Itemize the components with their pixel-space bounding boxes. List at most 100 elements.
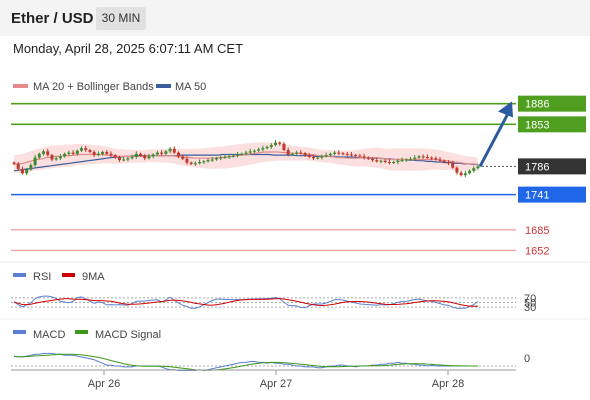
candle-body xyxy=(122,159,126,161)
candle-body xyxy=(328,153,332,156)
candle-body xyxy=(362,156,366,158)
candle-body xyxy=(155,152,159,155)
candle-body xyxy=(16,163,20,169)
candle-body xyxy=(67,152,71,154)
legend-macd-swatch xyxy=(13,330,26,334)
rsi-level-label-30: 30 xyxy=(524,302,536,314)
candle-body xyxy=(290,153,294,155)
candle-body xyxy=(354,155,358,157)
rsi-level-label-70: 70 xyxy=(524,293,536,305)
candle-body xyxy=(54,158,58,160)
level-label-1652: 1652 xyxy=(525,245,549,257)
candle-body xyxy=(451,163,455,168)
candle-body xyxy=(240,153,244,155)
candle-body xyxy=(463,173,467,176)
candle-body xyxy=(468,170,472,174)
candle-body xyxy=(345,153,349,155)
legend-ma50-swatch xyxy=(156,84,171,88)
level-label-1786: 1786 xyxy=(525,161,549,173)
candle-body xyxy=(324,155,328,157)
candle-body xyxy=(160,152,164,154)
candle-body xyxy=(446,162,450,164)
candle-body xyxy=(58,156,62,159)
candle-body xyxy=(189,162,193,164)
candle-body xyxy=(214,158,218,160)
candle-body xyxy=(88,150,92,152)
candle-body xyxy=(193,163,197,165)
forecast-arrow-head xyxy=(498,101,513,118)
candle-body xyxy=(387,162,391,163)
macd-line xyxy=(13,352,478,372)
legend-macd-signal-swatch xyxy=(75,330,88,334)
candle-body xyxy=(172,148,176,153)
candle-body xyxy=(109,153,113,156)
candle-body xyxy=(248,151,252,153)
candle-body xyxy=(278,142,282,144)
candle-body xyxy=(117,157,121,161)
x-tick-label: Apr 26 xyxy=(88,378,120,390)
candle-body xyxy=(341,153,345,155)
candle-body xyxy=(236,154,240,156)
chart-datetime: Monday, April 28, 2025 6:07:11 AM CET xyxy=(13,41,244,56)
candle-body xyxy=(303,153,307,156)
candle-body xyxy=(316,157,320,159)
candle-body xyxy=(164,151,168,154)
candle-body xyxy=(181,156,185,159)
candle-body xyxy=(366,157,370,159)
candle-body xyxy=(269,145,273,147)
candle-body xyxy=(320,156,324,158)
candle-body xyxy=(37,153,41,158)
candle-body xyxy=(404,159,408,161)
candle-body xyxy=(396,160,400,162)
candle-body xyxy=(417,156,421,158)
timeframe-badge[interactable]: 30 MIN xyxy=(96,7,146,30)
candle-body xyxy=(349,154,353,156)
candle-body xyxy=(105,151,109,154)
candle-body xyxy=(202,161,206,163)
candle-body xyxy=(392,162,396,163)
candle-body xyxy=(139,153,143,156)
legend-rsi-label: RSI xyxy=(33,271,51,283)
candle-body xyxy=(198,162,202,164)
level-tag-1853 xyxy=(518,116,586,133)
candle-body xyxy=(438,159,442,161)
candle-body xyxy=(286,150,290,155)
candle-body xyxy=(29,165,33,170)
candle-body xyxy=(430,157,434,159)
candle-body xyxy=(261,148,265,150)
candle-body xyxy=(126,158,130,160)
candle-body xyxy=(307,155,311,157)
legend-ma50-label: MA 50 xyxy=(175,81,206,93)
candle-body xyxy=(371,158,375,161)
candle-body xyxy=(274,142,278,146)
candle-body xyxy=(50,155,54,160)
candle-body xyxy=(79,148,83,151)
candle-body xyxy=(92,151,96,156)
candle-body xyxy=(134,153,138,157)
candle-body xyxy=(177,152,181,157)
candle-body xyxy=(130,156,134,159)
candle-body xyxy=(282,143,286,151)
legend-ma20-swatch xyxy=(13,84,28,88)
level-label-1685: 1685 xyxy=(525,225,549,237)
candle-body xyxy=(476,166,480,169)
legend-rsi-ma-label: 9MA xyxy=(82,271,105,283)
candle-body xyxy=(358,155,362,157)
candle-body xyxy=(101,151,105,154)
candle-body xyxy=(227,156,231,158)
candle-body xyxy=(409,158,413,160)
candle-body xyxy=(383,160,387,162)
candle-body xyxy=(295,152,299,154)
macd-zero-label: 0 xyxy=(524,353,530,365)
candle-body xyxy=(96,153,100,156)
level-label-1886: 1886 xyxy=(525,99,549,111)
candle-body xyxy=(333,152,337,154)
candle-body xyxy=(337,152,341,154)
candle-body xyxy=(472,168,476,171)
candle-body xyxy=(413,157,417,159)
candle-body xyxy=(143,155,147,159)
candle-body xyxy=(231,155,235,157)
candle-body xyxy=(12,162,16,164)
candle-body xyxy=(84,148,88,151)
